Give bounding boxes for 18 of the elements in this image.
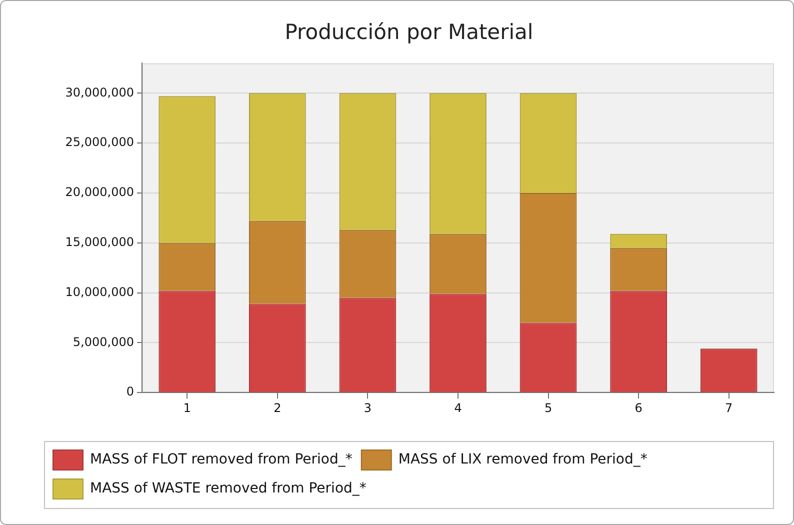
x-tick-label: 4 [454,400,462,415]
y-tick-label: 20,000,000 [65,185,134,200]
x-tick-label: 1 [183,400,191,415]
x-tick-label: 5 [544,400,552,415]
x-tick-label: 7 [725,400,733,415]
x-tick-label: 6 [634,400,642,415]
legend-label: MASS of WASTE removed from Period_* [90,480,366,497]
y-tick-label: 15,000,000 [65,235,134,249]
x-tick-label: 3 [364,400,372,415]
legend-label: MASS of FLOT removed from Period_* [90,452,352,468]
legend-label: MASS of LIX removed from Period_* [398,452,648,468]
y-tick-label: 5,000,000 [72,334,134,349]
x-tick-label: 2 [274,400,282,415]
y-tick-label: 10,000,000 [65,284,134,299]
y-tick-label: 25,000,000 [65,135,134,150]
y-tick-label: 0 [126,384,134,399]
y-tick-label: 30,000,000 [65,85,134,100]
chart-title: Producción por Material [284,20,534,44]
